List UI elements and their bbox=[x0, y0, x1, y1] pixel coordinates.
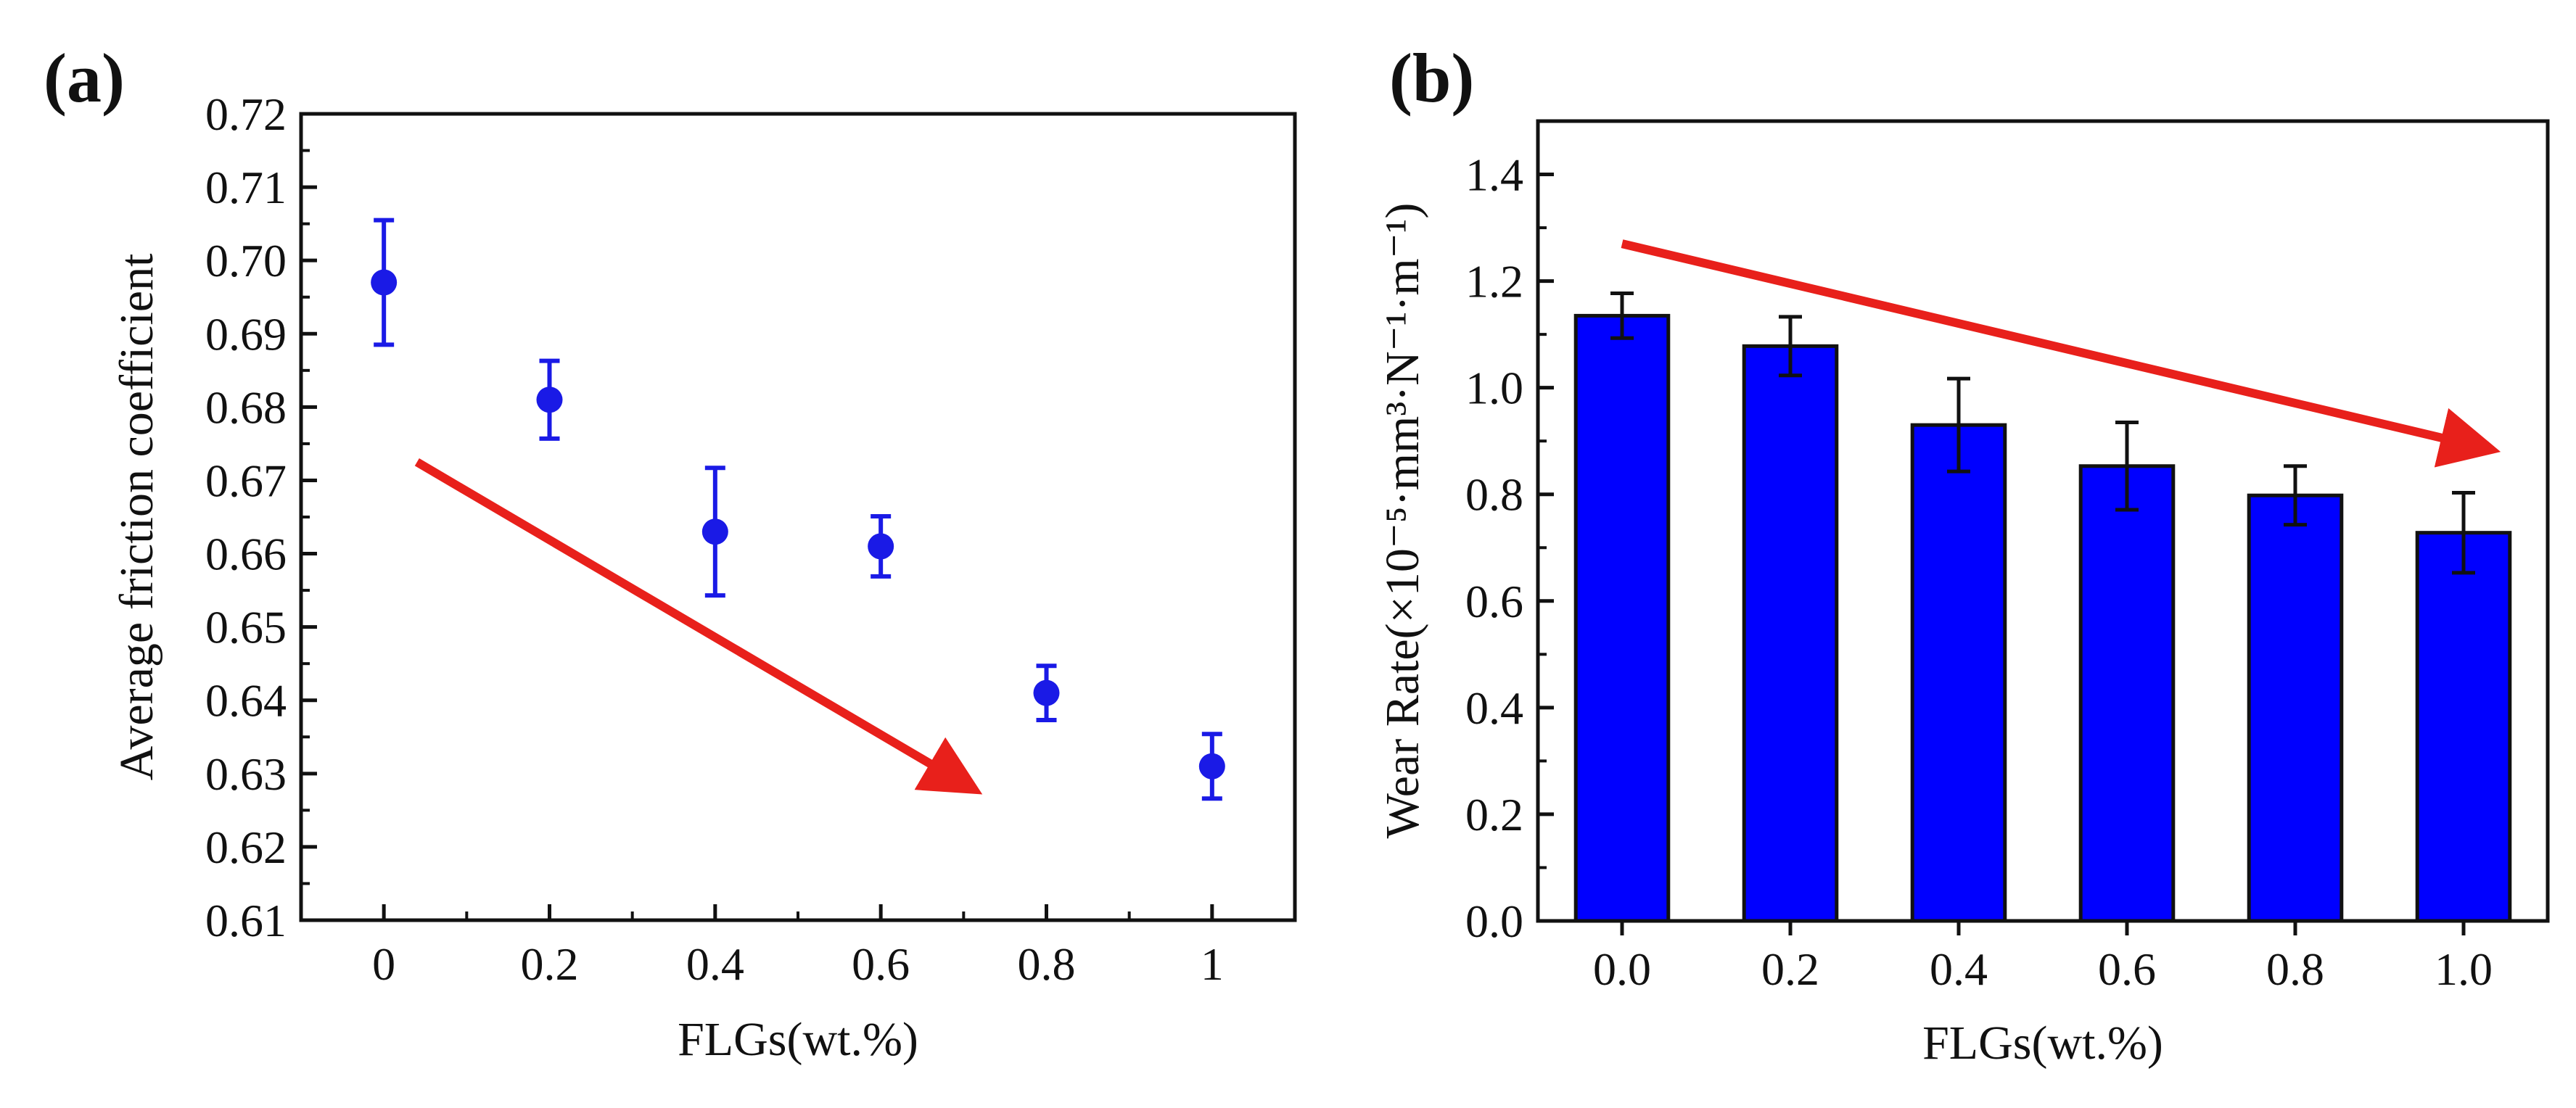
panel-a-marker bbox=[536, 386, 563, 413]
panel-b-plot-frame bbox=[1536, 119, 2550, 923]
panel-a-y-tick-label: 0.69 bbox=[205, 308, 287, 360]
panel-b-x-tick-label: 0.4 bbox=[1930, 943, 1988, 995]
panel-a-label: (a) bbox=[44, 39, 125, 117]
panel-a-x-tick-label: 0.6 bbox=[852, 938, 910, 990]
panel-a-x-tick-label: 0.4 bbox=[686, 938, 744, 990]
panel-a-marker bbox=[1198, 753, 1225, 780]
panel-b-x-tick-label: 0.0 bbox=[1593, 943, 1651, 995]
panel-b-x-axis-title: FLGs(wt.%) bbox=[1922, 1017, 2163, 1070]
panel-a-data-points bbox=[371, 218, 1225, 801]
panel-b-x-tick-labels: 0.0 0.2 0.4 0.6 0.8 1.0 bbox=[1593, 943, 2493, 995]
panel-a-data-point bbox=[868, 513, 894, 579]
panel-a-y-tick-label: 0.66 bbox=[205, 529, 287, 580]
panel-b-y-tick-label: 1.4 bbox=[1465, 149, 1523, 201]
panel-a-data-point bbox=[536, 358, 563, 441]
panel-b-wear-rate-chart: (b) 0.00.20.40.60.81.01.21.4 0.0 0.2 0.4 0.… bbox=[1376, 39, 2550, 1070]
panel-b-bar-group bbox=[1742, 315, 1839, 923]
panel-a-y-tick-label: 0.62 bbox=[205, 822, 287, 873]
panel-a-data-point bbox=[371, 218, 398, 347]
panel-a-y-tick-label: 0.64 bbox=[205, 675, 287, 727]
panel-a-y-tick-label: 0.70 bbox=[205, 235, 287, 286]
panel-a-x-tick-labels: 0 0.2 0.4 0.6 0.8 1 bbox=[372, 938, 1224, 990]
panel-a-marker bbox=[868, 533, 894, 560]
panel-a-data-point bbox=[701, 466, 728, 598]
panel-a-y-tick-label: 0.68 bbox=[205, 381, 287, 433]
panel-a-plot-frame bbox=[299, 112, 1297, 922]
panel-a-marker bbox=[371, 269, 398, 296]
panel-a-ticks bbox=[301, 112, 1214, 922]
panel-a-x-tick-label: 0 bbox=[372, 938, 395, 990]
panel-b-y-tick-label: 0.0 bbox=[1465, 896, 1523, 947]
panel-b-bar-group bbox=[2078, 420, 2176, 923]
panel-a-friction-chart: (a) 0.610.620.630.640.650.660.670.680.69… bbox=[44, 39, 1297, 1066]
panel-a-x-tick-label: 0.8 bbox=[1018, 938, 1076, 990]
panel-b-x-tick-label: 0.8 bbox=[2266, 943, 2324, 995]
panel-b-bar bbox=[2415, 531, 2512, 923]
panel-b-bar bbox=[1910, 423, 2007, 923]
panel-b-y-tick-label: 0.4 bbox=[1465, 682, 1523, 734]
panel-b-ticks bbox=[1538, 173, 2466, 935]
panel-b-y-tick-label: 0.6 bbox=[1465, 576, 1523, 627]
panel-a-x-axis-title: FLGs(wt.%) bbox=[678, 1013, 918, 1066]
panel-b-y-tick-label: 0.2 bbox=[1465, 789, 1523, 840]
panel-b-bar bbox=[1742, 344, 1839, 923]
panel-b-bar-group bbox=[2415, 491, 2512, 923]
panel-b-bar bbox=[2247, 493, 2344, 923]
panel-a-y-tick-label: 0.71 bbox=[205, 162, 287, 213]
panel-b-bar bbox=[1573, 313, 1671, 923]
panel-a-y-tick-label: 0.67 bbox=[205, 455, 287, 506]
panel-a-y-tick-labels: 0.61 0.62 0.63 0.64 0.65 0.66 0.67 0.68 0.69 0.70… bbox=[205, 88, 287, 946]
panel-b-y-tick-label: 0.8 bbox=[1465, 469, 1523, 521]
panel-a-data-point bbox=[1198, 732, 1225, 801]
panel-a-y-tick-label: 0.65 bbox=[205, 602, 287, 653]
panel-a-y-tick-label: 0.63 bbox=[205, 748, 287, 800]
panel-b-y-tick-labels: 0.0 0.2 0.4 0.6 0.8 1.0 1.2 1.4 bbox=[1465, 149, 1523, 947]
panel-b-bar-group bbox=[1910, 376, 2007, 923]
panel-b-x-tick-label: 0.2 bbox=[1761, 943, 1819, 995]
panel-b-y-tick-label: 1.2 bbox=[1465, 256, 1523, 307]
panel-a-x-tick-label: 0.2 bbox=[521, 938, 579, 990]
panel-b-y-axis-title: Wear Rate(×10⁻⁵·mm³·N⁻¹·m⁻¹) bbox=[1376, 203, 1429, 839]
panel-b-bars bbox=[1573, 292, 2512, 923]
panel-a-y-tick-label: 0.61 bbox=[205, 895, 287, 946]
panel-b-bar-group bbox=[1573, 292, 1671, 923]
panel-b-label: (b) bbox=[1389, 39, 1474, 117]
panel-a-trend-arrow bbox=[414, 458, 983, 795]
panel-b-bar-group bbox=[2247, 464, 2344, 923]
panel-a-data-point bbox=[1033, 663, 1060, 723]
panel-a-marker bbox=[701, 518, 728, 545]
panel-a-y-axis-title: Average friction coefficient bbox=[110, 254, 163, 781]
panel-a-x-tick-label: 1 bbox=[1201, 938, 1224, 990]
panel-b-y-tick-label: 1.0 bbox=[1465, 363, 1523, 414]
panel-a-marker bbox=[1033, 679, 1060, 706]
panel-b-x-tick-label: 0.6 bbox=[2098, 943, 2156, 995]
panel-a-y-tick-label: 0.72 bbox=[205, 88, 287, 140]
panel-b-x-tick-label: 1.0 bbox=[2435, 943, 2493, 995]
panel-b-trend-arrow bbox=[1621, 239, 2501, 468]
panel-b-bar bbox=[2078, 464, 2176, 923]
